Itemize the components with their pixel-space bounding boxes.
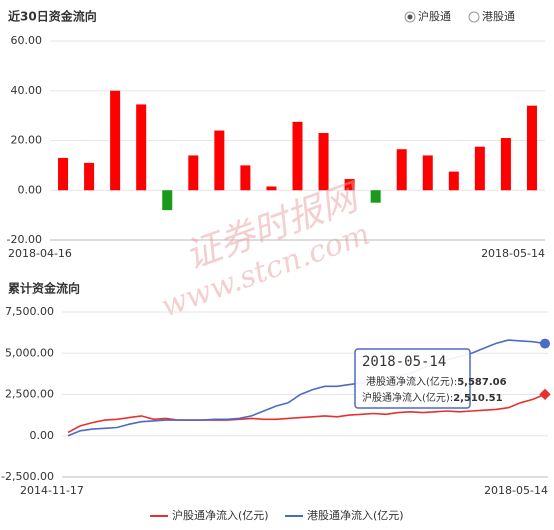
legend-label: 港股通净流入(亿元) xyxy=(307,508,404,522)
legend-label: 沪股通净流入(亿元) xyxy=(172,508,269,522)
y-tick-label: -2,500.00 xyxy=(1,470,54,483)
tooltip-name: 沪股通净流入(亿元) xyxy=(362,391,450,404)
y-tick-label: 5,000.00 xyxy=(5,346,54,359)
point-marker xyxy=(540,338,550,349)
y-tick-label: -20.00 xyxy=(7,233,42,246)
y-tick-label: 20.00 xyxy=(11,134,43,147)
bar xyxy=(240,165,251,191)
bar xyxy=(266,186,277,191)
tooltip-entry: 沪股通净流入(亿元):2,510.51 xyxy=(362,391,503,404)
bar xyxy=(318,133,329,191)
bar xyxy=(422,155,433,191)
bar xyxy=(344,179,355,191)
bar xyxy=(110,90,121,191)
x-tick-label: 2018-04-16 xyxy=(8,247,72,260)
radio-label[interactable]: 沪股通 xyxy=(418,9,451,23)
bar xyxy=(526,105,537,191)
radio-option[interactable]: 沪股通 xyxy=(404,9,451,23)
bar xyxy=(500,138,511,191)
radio-label[interactable]: 港股通 xyxy=(482,10,515,23)
bar xyxy=(396,149,407,191)
tooltip-entry: 港股通净流入(亿元):5,587.06 xyxy=(366,375,507,388)
y-tick-label: 7,500.00 xyxy=(5,305,54,318)
chart-title: 累计资金流向 xyxy=(8,281,80,296)
y-tick-label: 0.00 xyxy=(30,429,55,442)
point-marker xyxy=(539,388,551,400)
y-tick-label: 2,500.00 xyxy=(5,388,54,401)
x-tick-label: 2018-05-14 xyxy=(484,484,548,497)
bar xyxy=(162,190,173,211)
bar xyxy=(370,190,381,203)
tooltip-name: 港股通净流入(亿元) xyxy=(366,375,454,388)
bar xyxy=(474,146,485,191)
tooltip-box xyxy=(354,348,471,409)
y-tick-label: 0.00 xyxy=(18,183,43,196)
bar xyxy=(136,104,147,191)
line-series xyxy=(67,393,546,434)
tooltip-sep: : xyxy=(454,377,457,388)
x-tick-label: 2018-05-14 xyxy=(481,247,545,260)
tooltip-value: 5,587.06 xyxy=(457,377,506,388)
bar xyxy=(188,155,199,191)
bar xyxy=(84,162,95,191)
radio-option[interactable]: 港股通 xyxy=(468,10,515,23)
tooltip-sep: : xyxy=(450,393,453,404)
x-tick-label: 2014-11-17 xyxy=(20,484,84,497)
radio-dot xyxy=(407,14,413,20)
bar xyxy=(292,121,303,191)
y-tick-label: 40.00 xyxy=(11,84,43,97)
tooltip: 2018-05-14 港股通净流入(亿元):5,587.06 沪股通净流入(亿元):… xyxy=(354,348,507,409)
chart-title: 近30日资金流向 xyxy=(8,9,97,24)
bar xyxy=(214,130,225,191)
tooltip-title: 2018-05-14 xyxy=(362,354,446,370)
y-tick-label: 60.00 xyxy=(11,34,43,47)
radio-button[interactable] xyxy=(468,11,480,23)
bar xyxy=(58,157,69,191)
tooltip-value: 2,510.51 xyxy=(453,393,502,404)
bar xyxy=(448,171,459,191)
